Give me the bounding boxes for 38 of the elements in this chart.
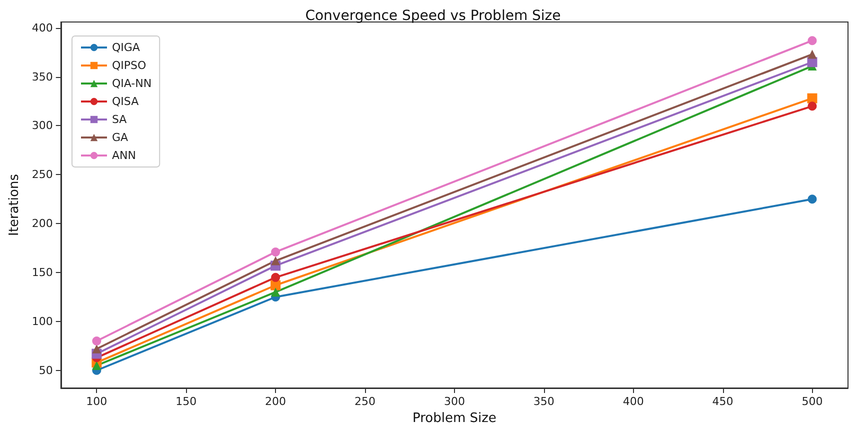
y-axis-title: Iterations xyxy=(7,174,22,236)
legend-label: GA xyxy=(112,131,129,144)
x-tick-label: 250 xyxy=(354,395,376,408)
point xyxy=(808,36,817,46)
legend-label: QISA xyxy=(112,95,140,108)
point xyxy=(92,336,102,346)
legend-label: SA xyxy=(112,113,128,126)
y-tick-label: 100 xyxy=(32,314,53,328)
legend-label: ANN xyxy=(112,149,136,162)
point xyxy=(271,256,280,266)
point xyxy=(271,288,280,297)
x-tick-label: 100 xyxy=(86,395,108,408)
y-tick-label: 150 xyxy=(32,266,53,280)
x-tick-label: 500 xyxy=(802,395,823,408)
y-tick-label: 250 xyxy=(32,168,53,182)
legend-label: QIGA xyxy=(112,41,140,54)
point xyxy=(808,50,817,59)
x-tick-label: 300 xyxy=(444,395,465,408)
y-tick-label: 200 xyxy=(32,217,53,230)
y-tick-label: 400 xyxy=(32,21,53,34)
y-tick-label: 350 xyxy=(32,70,53,84)
x-axis-title: Problem Size xyxy=(412,411,496,426)
x-tick-label: 400 xyxy=(622,395,644,408)
x-tick-label: 450 xyxy=(712,395,734,408)
x-tick-label: 200 xyxy=(265,395,286,408)
x-tick-label: 350 xyxy=(533,395,554,408)
point xyxy=(271,272,280,282)
point xyxy=(92,344,102,354)
point xyxy=(808,194,817,204)
legend-label: QIPSO xyxy=(112,59,147,72)
chart-title: Convergence Speed vs Problem Size xyxy=(305,8,561,24)
x-tick-label: 150 xyxy=(176,395,197,408)
point xyxy=(808,102,817,111)
point xyxy=(271,247,280,256)
y-tick-label: 50 xyxy=(38,364,53,377)
point xyxy=(807,93,818,104)
legend-label: QIA-NN xyxy=(112,77,152,90)
y-tick-label: 300 xyxy=(32,119,53,132)
